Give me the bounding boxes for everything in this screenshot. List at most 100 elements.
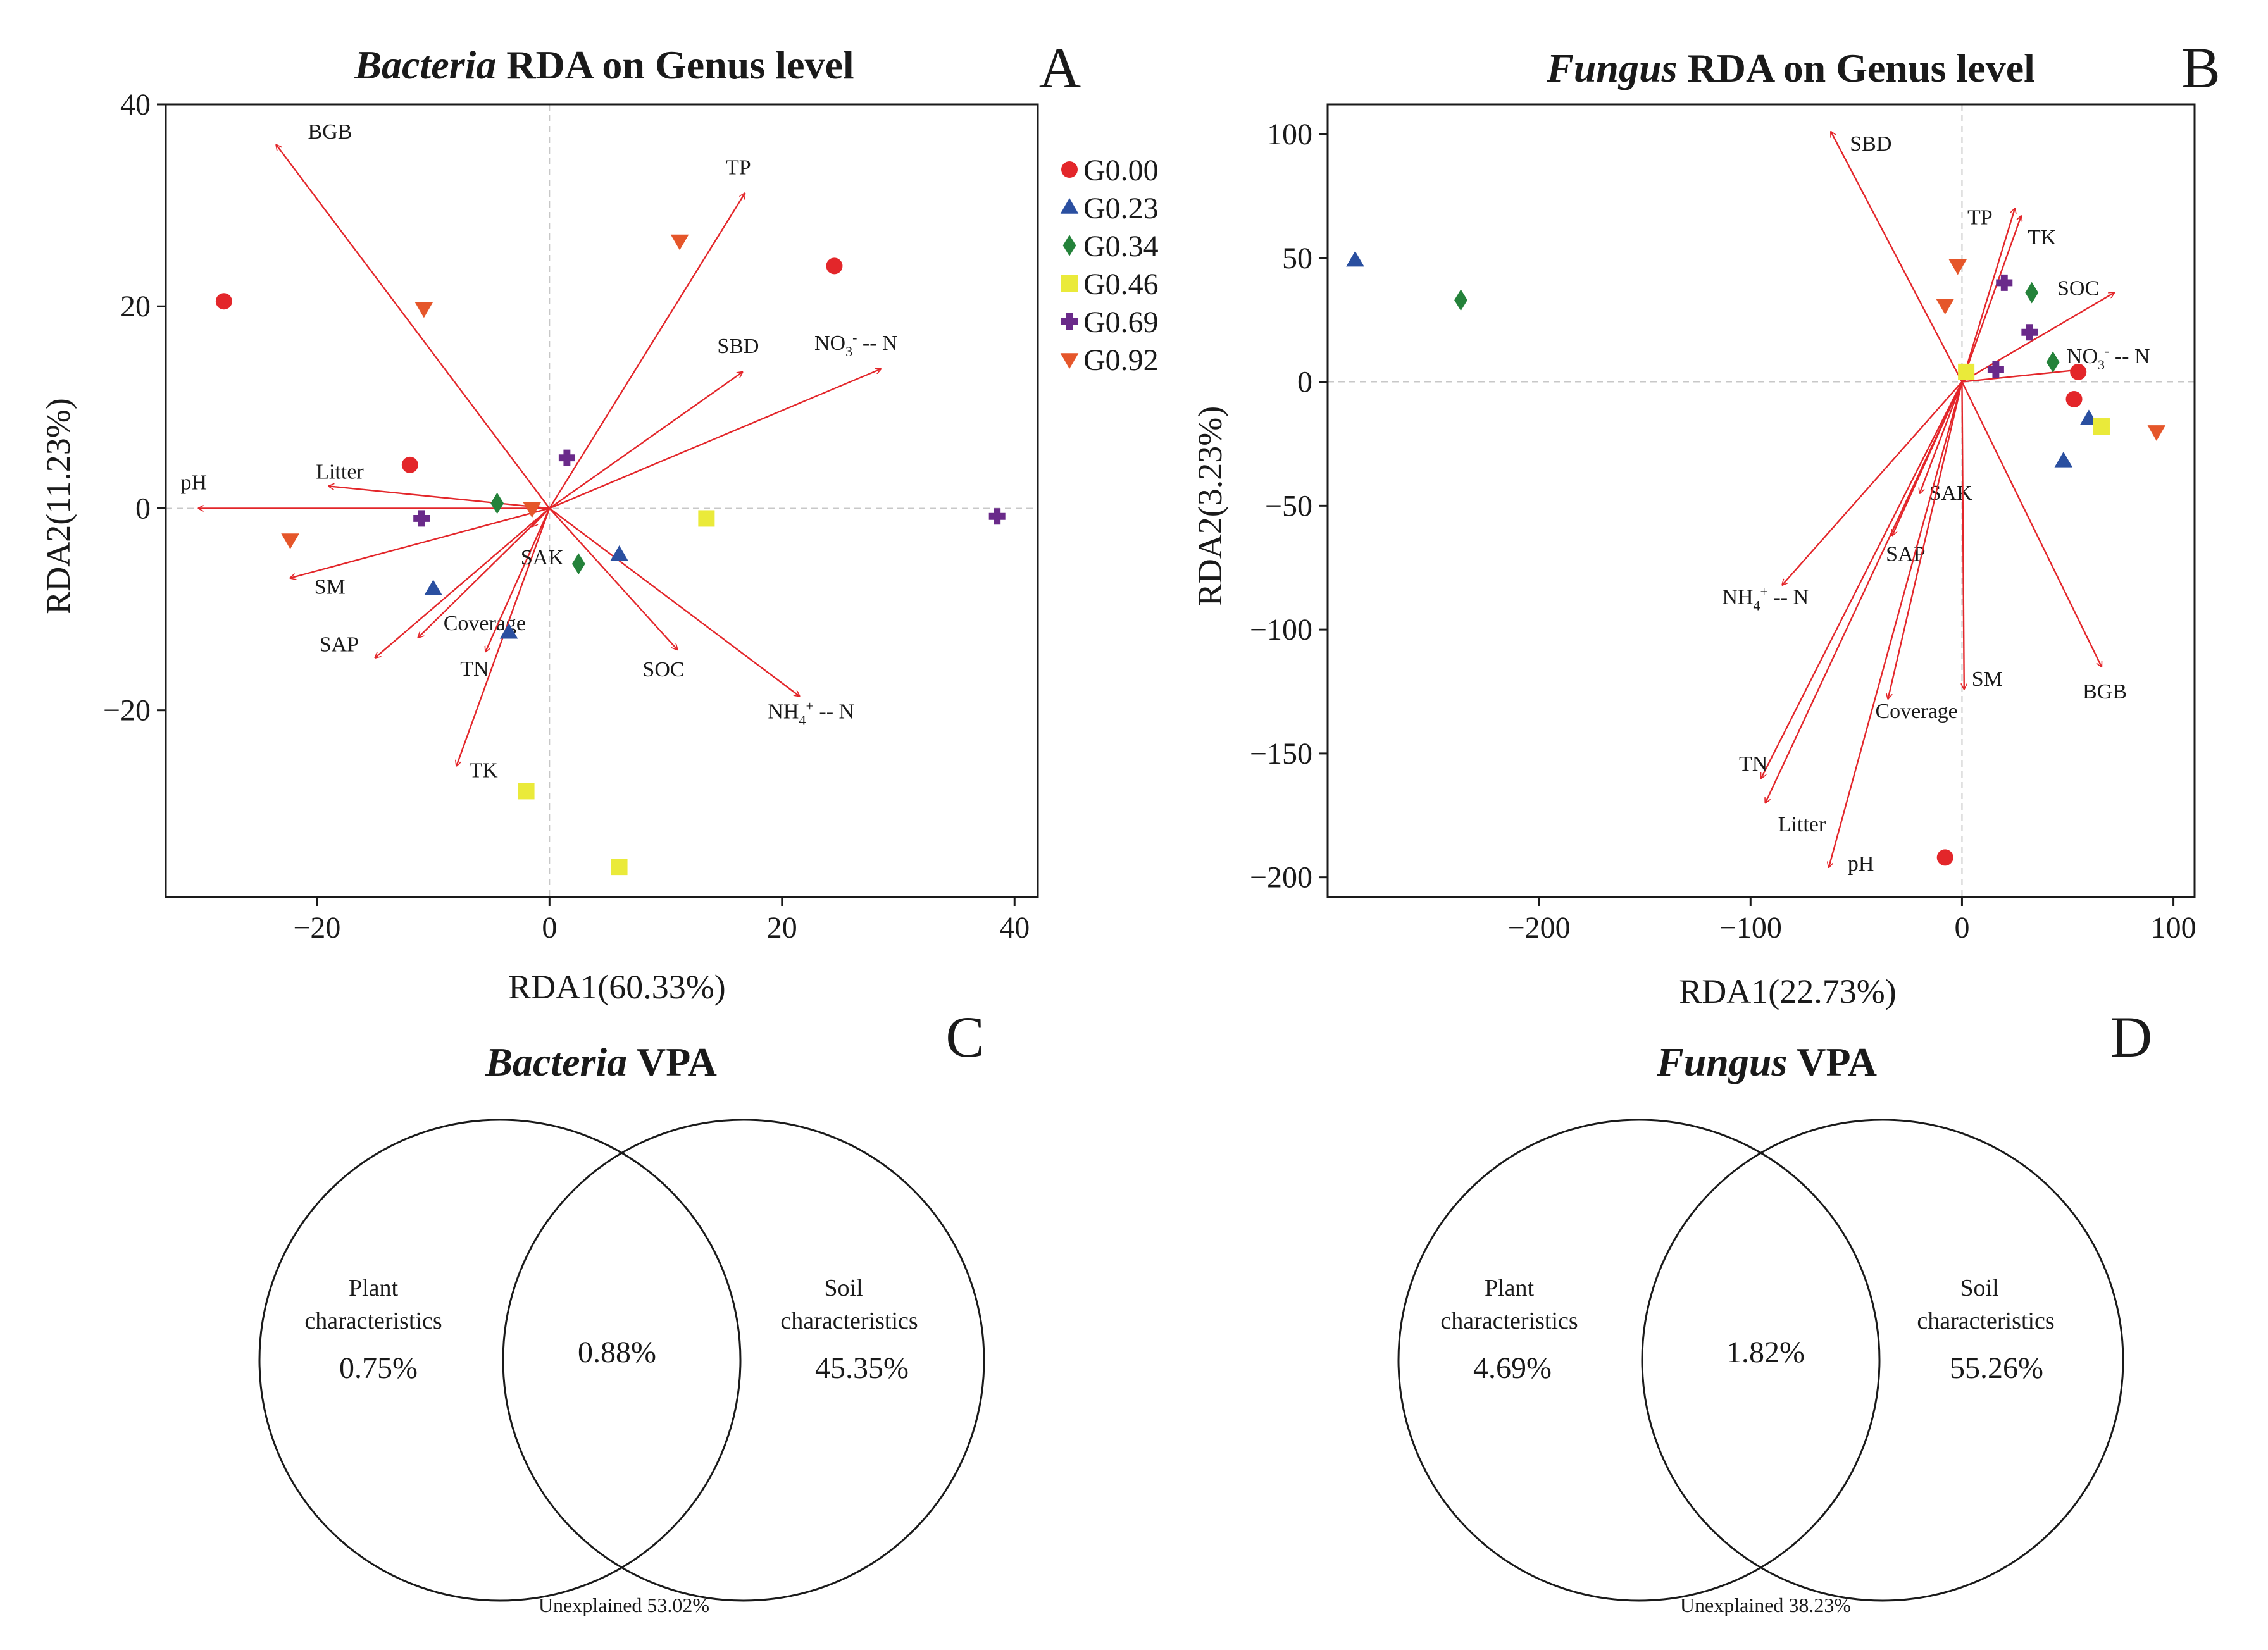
vector-arrow: [375, 507, 551, 657]
vector-label: pH: [180, 471, 207, 494]
plant-label-2: characteristics: [1440, 1308, 1578, 1334]
vector-arrow: [1961, 208, 2015, 382]
legend-item-label: G0.69: [1083, 306, 1159, 339]
sample-point: [413, 510, 430, 527]
sample-point: [523, 502, 542, 518]
y-tick-label: 20: [120, 290, 151, 323]
legend-marker: [1061, 161, 1078, 178]
sample-point: [2025, 282, 2039, 304]
vector-label: NH4+ -- N: [1722, 584, 1809, 614]
x-tick-label: −20: [293, 911, 340, 945]
vector-arrow: [1782, 381, 1963, 585]
vector-arrow: [1831, 132, 1963, 383]
vector-arrow: [328, 486, 550, 509]
plant-label: Plant: [349, 1275, 399, 1301]
sample-point: [1454, 289, 1467, 311]
soil-label-2: characteristics: [780, 1308, 918, 1334]
vector-arrow: [1766, 381, 1963, 803]
sample-point: [698, 510, 715, 527]
vector-arrow: [1829, 381, 1963, 867]
vector-arrow: [549, 507, 799, 696]
vector-label: SM: [315, 576, 346, 599]
vector-arrow: [418, 507, 551, 637]
rda-panel-fungus: Fungus RDA on Genus level B −200 −100 0 100…: [1191, 35, 2221, 1010]
plot-frame: [165, 103, 1039, 898]
x-tick-label: 0: [542, 911, 557, 945]
sample-point: [414, 302, 433, 318]
soil-label-2: characteristics: [1917, 1308, 2054, 1334]
sample-point: [401, 456, 418, 473]
legend-marker: [1061, 275, 1078, 292]
sample-point: [215, 293, 232, 310]
soil-circle: [1641, 1119, 2124, 1602]
legend-marker: [1060, 353, 1079, 369]
plot-frame: [1326, 103, 2196, 898]
x-tick-label: 0: [1954, 911, 1969, 945]
soil-label: Soil: [1960, 1275, 1998, 1301]
legend-marker: [1062, 235, 1076, 256]
vector-label: TK: [469, 759, 498, 782]
vector-label: NO3- -- N: [2067, 343, 2150, 373]
shared-pct: 1.82%: [1726, 1336, 1805, 1369]
sample-point: [1936, 299, 1955, 315]
sample-point: [518, 783, 535, 800]
vpa-panel-fungus: Fungus VPA D Plant characteristics 4.69%…: [1397, 1005, 2152, 1616]
rda-plot-fungus: −200 −100 0 100 −200 −150 −100 −50 0 50 100 SBD TP TK…: [1250, 103, 2196, 945]
sample-point: [2021, 324, 2038, 341]
legend-marker: [1061, 313, 1078, 330]
vpa-title-fungus: Fungus VPA: [1656, 1039, 1877, 1084]
vector-arrow: [1961, 216, 2021, 382]
sample-point: [1936, 849, 1953, 866]
rda-panel-bacteria: Bacteria RDA on Genus level A −20 0 20 40−2…: [39, 35, 1159, 1006]
y-tick-label: 40: [120, 88, 151, 121]
x-tick-label: −200: [1508, 911, 1571, 945]
y-tick-label: −150: [1250, 737, 1312, 771]
soil-label: Soil: [824, 1275, 863, 1301]
vector-label: NO3- -- N: [814, 330, 898, 359]
y-tick-label: 0: [135, 492, 151, 525]
vector-arrow: [1920, 381, 1963, 493]
plant-label: Plant: [1485, 1275, 1535, 1301]
panel-letter-c: C: [945, 1005, 984, 1069]
vector-label: Coverage: [1875, 700, 1957, 723]
soil-circle: [502, 1119, 985, 1602]
legend-item-label: G0.92: [1083, 344, 1159, 377]
plant-circle: [258, 1119, 742, 1602]
legend-item-label: G0.34: [1083, 230, 1159, 263]
legend-item-label: G0.46: [1083, 268, 1159, 301]
y-tick-label: −50: [1265, 489, 1312, 523]
x-tick-label: 20: [767, 911, 797, 945]
vector-arrow: [1761, 381, 1963, 779]
y-tick-label: −200: [1250, 861, 1312, 895]
vector-label: NH4+ -- N: [768, 698, 854, 728]
unexplained-pct: Unexplained 38.23%: [1680, 1594, 1851, 1616]
vector-label: pH: [1848, 852, 1874, 876]
vector-label: SOC: [642, 658, 684, 681]
sample-point: [2147, 425, 2166, 441]
rda-title-fungus: Fungus RDA on Genus level: [1546, 46, 2035, 90]
sample-point: [2046, 351, 2060, 373]
vector-label: SAP: [320, 633, 359, 657]
y-tick-label: −100: [1250, 613, 1312, 647]
sample-point: [1958, 363, 1975, 380]
x-axis-label-fungus: RDA1(22.73%): [1679, 972, 1896, 1010]
panel-letter-a: A: [1039, 35, 1081, 100]
sample-point: [281, 533, 299, 549]
vector-arrow: [1888, 381, 1963, 699]
sample-point: [558, 449, 575, 466]
legend-item-label: G0.23: [1083, 192, 1159, 225]
legend-item-label: G0.00: [1083, 154, 1159, 187]
x-tick-label: −100: [1719, 911, 1782, 945]
vector-label: BGB: [2083, 680, 2127, 704]
vector-arrow: [485, 507, 551, 652]
sample-point: [2054, 451, 2073, 468]
plant-label-2: characteristics: [304, 1308, 442, 1334]
vector-label: TN: [1739, 752, 1767, 776]
vector-label: SBD: [717, 335, 759, 358]
sample-point: [1948, 259, 1967, 275]
vpa-title-bacteria: Bacteria VPA: [485, 1039, 717, 1084]
soil-pct: 45.35%: [815, 1351, 909, 1385]
sample-point: [2066, 390, 2083, 407]
sample-point: [826, 257, 843, 275]
